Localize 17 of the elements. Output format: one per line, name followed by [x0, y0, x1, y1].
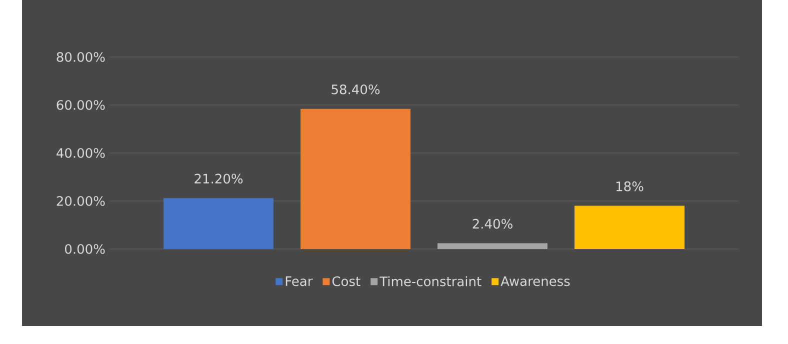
- data-label: 18%: [616, 181, 644, 192]
- bar: [438, 243, 548, 249]
- legend-label: Cost: [332, 276, 360, 286]
- data-label: 21.20%: [194, 174, 243, 184]
- data-label: 2.40%: [472, 218, 512, 229]
- y-tick-label: 20.00%: [56, 196, 105, 206]
- legend-label: Awareness: [500, 276, 570, 286]
- y-tick-label: 0.00%: [65, 244, 105, 254]
- data-label: 58.40%: [332, 84, 380, 94]
- y-tick-label: 40.00%: [56, 148, 105, 158]
- legend-label: Fear: [286, 276, 313, 286]
- bar: [164, 198, 274, 249]
- bar: [300, 108, 411, 249]
- y-tick-label: 60.00%: [56, 100, 105, 110]
- y-tick-label: 80.00%: [56, 52, 105, 62]
- legend-label: Time-constraint: [380, 276, 482, 286]
- bar: [574, 206, 684, 249]
